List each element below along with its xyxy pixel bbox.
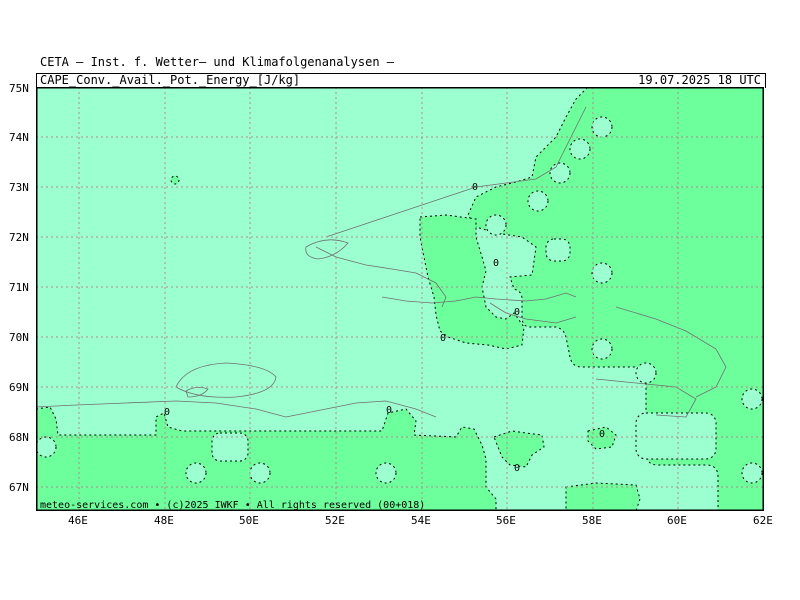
- lon-label: 60E: [667, 514, 687, 527]
- map-panel: 0 0 0 0 0 0 0 0 0: [35, 86, 765, 520]
- lon-label: 50E: [239, 514, 259, 527]
- lon-label: 56E: [496, 514, 516, 527]
- hole: [741, 462, 763, 484]
- pechora-coast: [35, 400, 437, 418]
- yugorsky-coast: [489, 302, 577, 324]
- kolguev: [175, 362, 277, 398]
- lon-axis: 46E 48E 50E 52E 54E 56E 58E 60E 62E: [0, 514, 800, 530]
- lat-label: 75N: [9, 82, 29, 95]
- contour-label: 0: [386, 405, 392, 416]
- lon-label: 48E: [154, 514, 174, 527]
- lon-label: 46E: [68, 514, 88, 527]
- lat-label: 74N: [9, 131, 29, 144]
- hole: [549, 162, 571, 184]
- contour-label: 0: [514, 463, 520, 474]
- novaya-zemlya-inner: [315, 246, 447, 308]
- lat-label: 71N: [9, 281, 29, 294]
- coastlines: [35, 106, 727, 418]
- contour-label: 0: [440, 333, 446, 344]
- institute-header: CETA — Inst. f. Wetter— und Klimafolgena…: [40, 55, 395, 69]
- hole: [375, 462, 397, 484]
- lon-label: 54E: [411, 514, 431, 527]
- hole: [185, 462, 207, 484]
- cape-map: 0 0 0 0 0 0 0 0 0: [35, 86, 765, 520]
- hole: [635, 412, 717, 460]
- hole: [527, 190, 549, 212]
- cape-region-south-3: [587, 426, 617, 450]
- contour-label: 0: [493, 258, 499, 269]
- hole: [591, 338, 613, 360]
- kolguev-small: [185, 387, 209, 398]
- contour-label: 0: [164, 407, 170, 418]
- hole: [485, 214, 507, 236]
- island-north: [305, 239, 349, 260]
- hole: [635, 362, 657, 384]
- novaya-zemlya-south-coast: [325, 106, 587, 238]
- cape-region-central: [419, 214, 525, 350]
- lat-label: 70N: [9, 331, 29, 344]
- lat-label: 68N: [9, 431, 29, 444]
- hole: [569, 138, 591, 160]
- hole: [249, 462, 271, 484]
- valid-time: 19.07.2025 18 UTC: [638, 73, 761, 87]
- graticule: [36, 87, 764, 511]
- hole: [545, 238, 571, 262]
- vaygach: [381, 292, 577, 304]
- lon-label: 52E: [325, 514, 345, 527]
- lon-label: 58E: [582, 514, 602, 527]
- lat-label: 73N: [9, 181, 29, 194]
- contour-label: 0: [472, 182, 478, 193]
- title-bar: CAPE_Conv._Avail._Pot._Energy_[J/kg] 19.…: [36, 73, 766, 88]
- hole: [211, 432, 249, 462]
- lat-axis: 75N 74N 73N 72N 71N 70N 69N 68N 67N: [0, 0, 36, 600]
- map-border: [35, 86, 765, 512]
- copyright-footer: meteo-services.com • (c)2025 IWKF • All …: [40, 500, 426, 511]
- parameter-title: CAPE_Conv._Avail._Pot._Energy_[J/kg]: [40, 73, 301, 87]
- contour-label: 0: [599, 429, 605, 440]
- cape-region-south-2: [565, 482, 641, 512]
- lon-label: 62E: [753, 514, 773, 527]
- contour-label: 0: [514, 307, 520, 318]
- hole: [591, 116, 613, 138]
- hole: [741, 388, 763, 410]
- lat-label: 67N: [9, 481, 29, 494]
- cape-region-southwest: [35, 406, 497, 512]
- hole: [35, 436, 57, 458]
- lat-label: 72N: [9, 231, 29, 244]
- lat-label: 69N: [9, 381, 29, 394]
- hole: [591, 262, 613, 284]
- baydaratskaya: [595, 378, 697, 418]
- cape-spot-island: [170, 175, 180, 185]
